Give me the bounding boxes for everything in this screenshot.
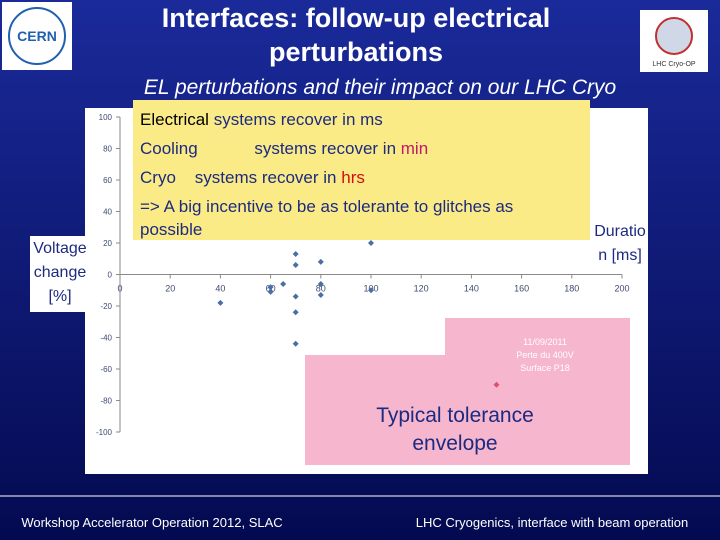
y-label-box (30, 236, 90, 312)
data-point (280, 280, 287, 287)
logo-box (2, 2, 72, 70)
data-point (217, 299, 224, 306)
cryo-logo (640, 10, 708, 72)
data-point (317, 291, 324, 298)
callout-text: Cooling (140, 139, 198, 158)
slide-title: perturbations (269, 37, 443, 67)
callout-text: Electrical (140, 110, 209, 129)
logo-label: LHC Cryo-OP (652, 61, 696, 68)
logo-label: CERN (17, 28, 57, 44)
y-tick-label: -80 (100, 397, 112, 406)
envelope-label: Typical tolerance (376, 404, 534, 427)
data-point (368, 240, 374, 246)
data-point (292, 293, 299, 300)
envelope-label: envelope (412, 432, 497, 455)
callout-line: Cryo systems recover in hrs (140, 168, 365, 187)
callout-line: Electrical systems recover in ms (140, 110, 383, 129)
event-note: Perte du 400V (516, 350, 574, 360)
data-point (368, 287, 374, 294)
event-note: 11/09/2011 (523, 337, 567, 347)
x-axis-label: Duratio (594, 223, 646, 240)
x-tick-label: 0 (117, 284, 122, 294)
x-tick-label: 40 (215, 284, 225, 294)
data-point (292, 340, 299, 347)
callout-text: => A big incentive to be as tolerante to… (140, 197, 513, 216)
callout-text: systems recover in (176, 168, 341, 187)
callout-line: Cooling systems recover in min (140, 139, 428, 158)
callout-text: min (401, 139, 428, 158)
y-tick-label: -100 (96, 428, 113, 437)
data-point (317, 258, 324, 265)
data-point (493, 381, 500, 388)
data-point (317, 280, 324, 287)
slide-title: Interfaces: follow-up electrical (162, 3, 551, 33)
callout-box (133, 100, 590, 240)
y-tick-label: 100 (99, 113, 113, 122)
y-tick-label: -60 (100, 365, 112, 374)
y-tick-label: 40 (103, 208, 112, 217)
callout-line: possible (140, 220, 202, 239)
x-tick-label: 180 (564, 284, 579, 294)
callout-text: hrs (341, 168, 365, 187)
y-axis-label: [%] (48, 288, 71, 305)
cern-logo (2, 2, 72, 70)
y-tick-label: -40 (100, 334, 112, 343)
data-point (267, 288, 274, 295)
y-tick-label: 60 (103, 176, 112, 185)
y-tick-label: 20 (103, 239, 112, 248)
logo-ring (8, 7, 66, 65)
x-tick-label: 120 (414, 284, 429, 294)
data-point (292, 262, 299, 269)
y-tick-label: -20 (100, 302, 112, 311)
callout-text: systems recover in (198, 139, 401, 158)
callout-text: possible (140, 220, 202, 239)
callout-line: => A big incentive to be as tolerante to… (140, 197, 513, 216)
x-tick-label: 80 (316, 284, 326, 294)
x-tick-label: 140 (464, 284, 479, 294)
x-tick-label: 160 (514, 284, 529, 294)
x-tick-label: 20 (165, 284, 175, 294)
y-axis-label: Voltage (33, 240, 86, 257)
logo-emblem (655, 17, 693, 55)
callout-text: Cryo (140, 168, 176, 187)
data-point (267, 284, 274, 291)
y-tick-label: 80 (103, 145, 112, 154)
x-tick-label: 200 (614, 284, 629, 294)
callout-text: systems recover in ms (209, 110, 383, 129)
slide-subtitle: EL perturbations and their impact on our… (144, 76, 617, 99)
data-point (292, 309, 299, 316)
footer-right: LHC Cryogenics, interface with beam oper… (416, 515, 688, 530)
footer-left: Workshop Accelerator Operation 2012, SLA… (21, 515, 282, 530)
data-point (292, 251, 299, 258)
y-tick-label: 0 (108, 271, 113, 280)
x-axis-label: n [ms] (598, 247, 642, 264)
y-axis-label: change (34, 264, 87, 281)
event-note: Surface P18 (520, 363, 570, 373)
x-label-box (586, 218, 648, 270)
tolerance-envelope (305, 318, 630, 465)
